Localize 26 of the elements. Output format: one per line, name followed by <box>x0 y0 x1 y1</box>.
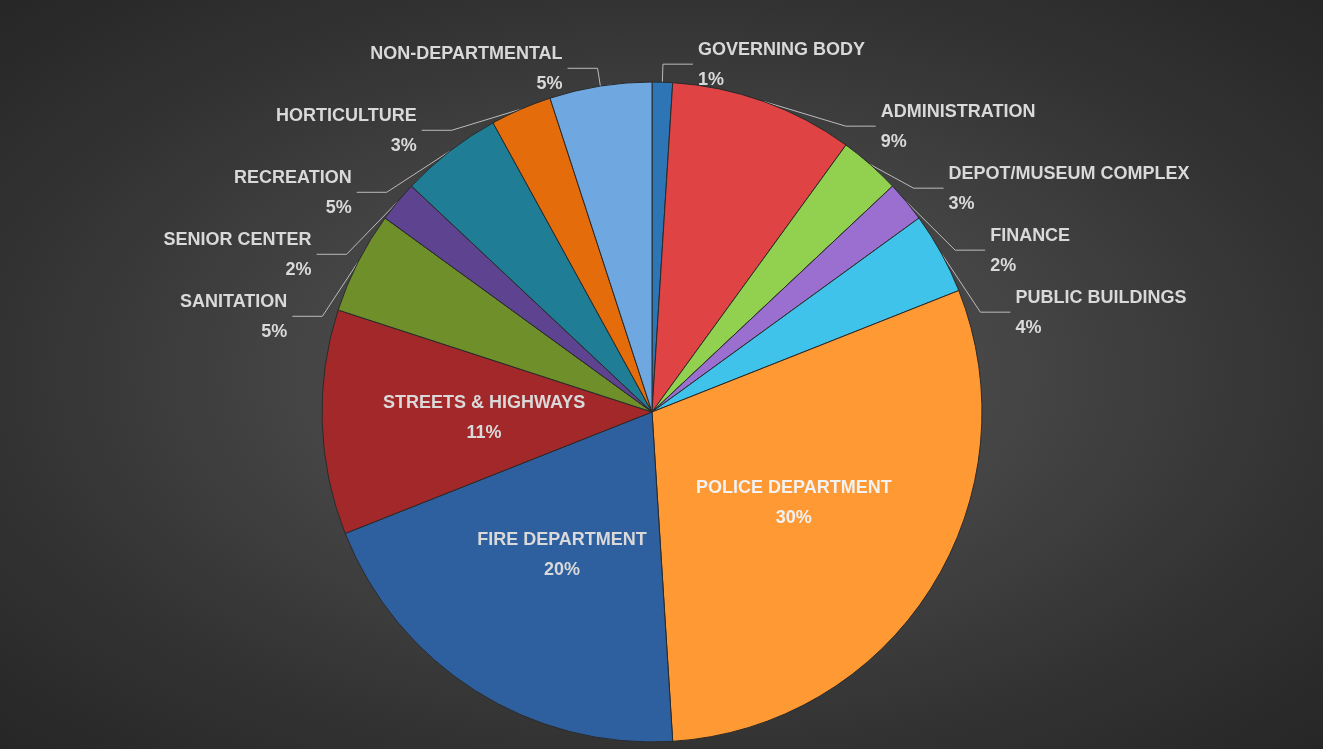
data-label: 5% <box>325 197 352 218</box>
data-label: 1% <box>697 69 724 90</box>
data-label: 20% <box>543 558 580 579</box>
slice-label: SENIOR CENTER <box>163 229 312 250</box>
slice-label: PUBLIC BUILDINGS <box>1015 287 1187 308</box>
data-label: 2% <box>990 255 1017 276</box>
data-label: 30% <box>775 507 812 528</box>
slice-label: RECREATION <box>234 167 352 188</box>
slice-label: NON-DEPARTMENTAL <box>370 43 563 64</box>
slice-label: HORTICULTURE <box>276 105 417 126</box>
slice-label: STREETS & HIGHWAYS <box>382 392 586 413</box>
slice-label: DEPOT/MUSEUM COMPLEX <box>948 163 1190 184</box>
data-label: 2% <box>285 259 312 280</box>
data-label: 4% <box>1015 317 1042 338</box>
data-label: 5% <box>261 321 288 342</box>
slice-label: FIRE DEPARTMENT <box>477 528 647 549</box>
data-label: 5% <box>536 73 563 94</box>
data-label: 9% <box>880 131 907 152</box>
data-label: 3% <box>948 193 975 214</box>
data-label: 11% <box>466 422 502 443</box>
slice-label: POLICE DEPARTMENT <box>696 477 892 498</box>
slice-label: FINANCE <box>990 225 1071 246</box>
slice-label: SANITATION <box>180 291 288 312</box>
slice-label: ADMINISTRATION <box>880 101 1036 122</box>
slice-label: GOVERNING BODY <box>697 39 865 60</box>
data-label: 3% <box>390 135 417 156</box>
